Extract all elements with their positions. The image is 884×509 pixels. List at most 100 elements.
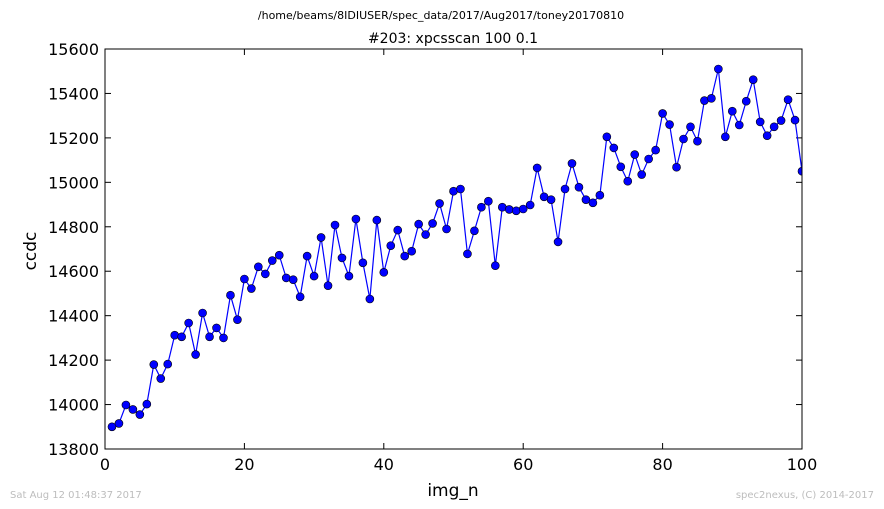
data-point bbox=[651, 145, 660, 155]
data-point bbox=[797, 166, 802, 176]
y-tick-label: 14600 bbox=[48, 262, 99, 281]
data-point bbox=[623, 176, 633, 186]
data-point bbox=[783, 95, 793, 104]
data-point bbox=[219, 333, 228, 343]
x-tick-label: 0 bbox=[100, 455, 110, 474]
data-point bbox=[525, 200, 535, 210]
data-point bbox=[672, 162, 681, 172]
data-point bbox=[400, 251, 410, 261]
data-point bbox=[748, 75, 758, 84]
data-point bbox=[240, 274, 249, 284]
data-point bbox=[121, 400, 131, 410]
data-point bbox=[414, 219, 423, 229]
data-point bbox=[567, 159, 577, 168]
data-point bbox=[177, 332, 186, 342]
x-tick-label: 40 bbox=[374, 455, 394, 474]
data-point bbox=[637, 170, 646, 179]
x-tick-label: 100 bbox=[787, 455, 818, 474]
data-point bbox=[226, 290, 235, 300]
data-point bbox=[532, 163, 542, 173]
data-point bbox=[435, 199, 444, 208]
y-tick-label: 14800 bbox=[48, 218, 99, 237]
data-point bbox=[407, 246, 416, 256]
data-point bbox=[456, 184, 465, 194]
data-point bbox=[442, 224, 451, 234]
plot-area: 0 20 40 60 80 100 13800 14000 14200 14400 14600 148… bbox=[48, 40, 817, 474]
series-line bbox=[111, 68, 802, 428]
data-point bbox=[477, 202, 486, 212]
data-point bbox=[609, 143, 619, 153]
data-point bbox=[707, 94, 716, 103]
data-point bbox=[309, 271, 319, 281]
data-point bbox=[790, 115, 800, 125]
axes-frame bbox=[104, 48, 803, 450]
data-point bbox=[267, 256, 277, 265]
data-point bbox=[365, 294, 375, 304]
data-point bbox=[344, 271, 354, 281]
data-point bbox=[247, 284, 256, 293]
data-point bbox=[721, 132, 730, 142]
data-point bbox=[156, 374, 166, 383]
data-point bbox=[679, 134, 688, 144]
data-point bbox=[142, 399, 152, 409]
data-point bbox=[630, 150, 640, 159]
data-point bbox=[588, 198, 598, 208]
data-point bbox=[288, 275, 298, 284]
chart-title: #203: xpcsscan 100 0.1 bbox=[368, 31, 538, 47]
data-point bbox=[170, 330, 179, 340]
data-point bbox=[393, 225, 403, 235]
y-tick-label: 14000 bbox=[48, 396, 99, 415]
data-point bbox=[762, 131, 772, 140]
x-axis-label: img_n bbox=[427, 481, 478, 501]
data-point bbox=[769, 122, 779, 132]
data-point bbox=[323, 281, 333, 290]
data-point bbox=[491, 261, 500, 270]
data-point bbox=[114, 419, 124, 428]
data-point bbox=[149, 360, 159, 369]
y-tick-label: 13800 bbox=[48, 440, 99, 459]
data-point bbox=[560, 184, 570, 194]
data-point bbox=[254, 262, 263, 272]
data-point bbox=[351, 214, 361, 224]
data-point bbox=[107, 422, 117, 432]
data-point bbox=[128, 405, 138, 414]
data-point bbox=[163, 359, 173, 369]
data-point bbox=[198, 308, 207, 318]
data-point bbox=[755, 117, 765, 127]
y-axis-label: ccdc bbox=[21, 232, 41, 271]
data-point bbox=[693, 136, 702, 146]
y-tick-label: 15400 bbox=[48, 84, 99, 103]
data-point bbox=[295, 292, 305, 302]
data-point bbox=[658, 109, 667, 118]
data-point bbox=[553, 237, 563, 247]
footer-timestamp: Sat Aug 12 01:48:37 2017 bbox=[10, 490, 142, 501]
data-point bbox=[316, 233, 326, 242]
data-point bbox=[205, 332, 214, 342]
data-point bbox=[470, 226, 479, 236]
data-point bbox=[714, 64, 723, 74]
data-point bbox=[372, 215, 382, 225]
data-point bbox=[358, 258, 368, 268]
x-tick-label: 60 bbox=[513, 455, 533, 474]
data-point bbox=[379, 268, 389, 277]
data-point bbox=[484, 196, 493, 206]
data-point bbox=[428, 219, 437, 228]
data-point bbox=[330, 220, 340, 230]
y-tick-label: 15200 bbox=[48, 129, 99, 148]
data-point bbox=[518, 204, 528, 214]
figure-suptitle: /home/beams/8IDIUSER/spec_data/2017/Aug2… bbox=[258, 9, 624, 22]
data-point bbox=[776, 116, 786, 125]
data-point bbox=[135, 410, 145, 419]
data-point bbox=[504, 205, 514, 214]
data-point bbox=[191, 350, 200, 359]
y-tick-label: 15600 bbox=[48, 40, 99, 59]
data-point bbox=[574, 182, 584, 192]
data-point bbox=[734, 120, 744, 130]
data-point bbox=[274, 250, 284, 260]
data-point bbox=[665, 120, 674, 129]
data-point bbox=[686, 122, 695, 132]
y-tick-label: 15000 bbox=[48, 173, 99, 192]
data-point bbox=[302, 251, 312, 261]
footer-credit: spec2nexus, (C) 2014-2017 bbox=[735, 490, 874, 501]
